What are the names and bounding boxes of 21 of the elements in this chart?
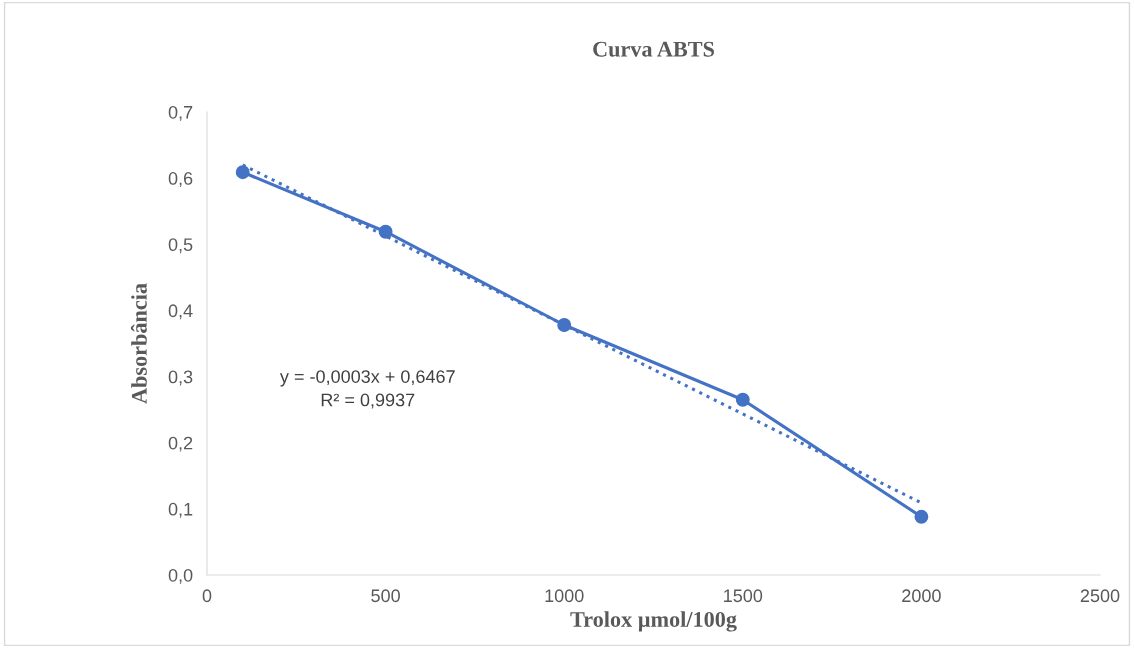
y-tick-label: 0,0 [168, 568, 193, 584]
x-tick-label: 2500 [1080, 589, 1120, 603]
point [735, 392, 750, 407]
y-tick-label: 0,4 [168, 304, 193, 320]
y-tick-label: 0,6 [168, 172, 193, 187]
x-axis-title: Trolox µmol/100g [570, 611, 737, 632]
y-tick-label: 0,1 [168, 502, 193, 518]
y-axis-title: Absorbância [130, 283, 147, 404]
x-tick-label: 1000 [545, 589, 584, 603]
annotation: y = -0,0003x + 0,6467 R² = 0,9937 [279, 370, 455, 409]
point [235, 165, 250, 180]
x-tick-label: 500 [371, 589, 400, 603]
y-tick-label: 0,7 [168, 105, 193, 121]
y-tick-label: 0,2 [168, 436, 193, 452]
x-tick-label: 2000 [902, 589, 941, 603]
x-tick-label: 1500 [724, 589, 763, 603]
point [914, 509, 929, 524]
y-tick-label: 0,3 [168, 370, 193, 386]
x-tick-label: 0 [202, 589, 212, 603]
chart-title: Curva ABTS [593, 41, 714, 57]
y-tick-label: 0,5 [168, 238, 193, 254]
